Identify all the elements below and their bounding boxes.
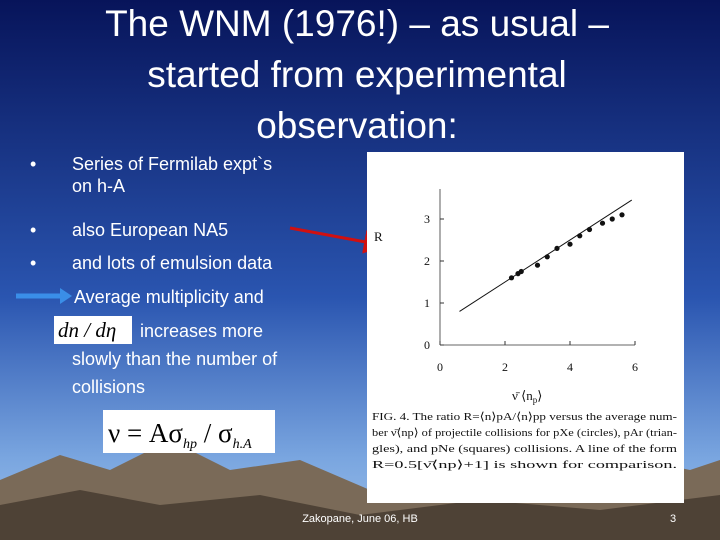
bullet-text: and lots of emulsion data [72,253,273,273]
x-tick-label: 2 [502,360,508,374]
inline-formula: dn / dη [58,318,116,342]
formula-sub: h.A [233,437,253,452]
title-line: The WNM (1976!) – as usual – [105,3,609,44]
data-point [577,233,583,239]
data-point [567,241,573,247]
caption-line: gles), and pNe (squares) collisions. A l… [372,443,678,455]
arrow-item-text: increases more [140,321,263,341]
bullet-text: Series of Fermilab expt`s [72,154,272,174]
formula-part: / σ [197,418,233,448]
figure-plot: R ν̄ ⟨np⟩ 0 2 4 6 0 1 2 3 [374,189,638,405]
data-point [544,254,550,260]
figure [367,152,684,503]
data-point [599,220,606,226]
formula-box [103,410,275,453]
y-tick-label: 1 [424,296,430,310]
x-label-part: ⟩ [537,388,542,403]
page-number: 3 [670,513,676,525]
caption-line: ber ν̄⟨np⟩ of projectile collisions for … [372,427,677,439]
formula-part: ν = Aσ [108,418,183,448]
data-point [609,216,615,222]
data-point [554,245,560,251]
title-line: started from experimental [147,54,567,95]
data-point [518,268,524,275]
footer: Zakopane, June 06, HB [302,513,418,525]
mountains-front [0,490,720,540]
x-tick-label: 4 [567,360,573,374]
arrow-item-text: slowly than the number of [72,349,278,369]
x-label-sub: p [533,395,538,405]
bullet-dot: • [30,220,36,240]
x-tick-label: 6 [632,360,638,374]
inline-formula-box [54,316,132,344]
data-point [586,226,593,233]
bullet-text: also European NA5 [72,220,228,240]
bullet-text: on h-A [72,176,125,196]
x-label-part: ν̄ ⟨n [512,388,533,403]
data-point [508,275,515,281]
bullet-dot: • [30,154,36,174]
data-point [534,262,541,268]
bullets: • Series of Fermilab expt`s on h-A • als… [30,154,273,273]
x-tick-label: 0 [437,360,443,374]
y-tick-label: 3 [424,212,430,226]
formula-sub: hp [183,437,197,452]
title-line: observation: [256,105,458,146]
figure-x-label: ν̄ ⟨np⟩ [512,388,542,405]
pointer-arrow [289,226,388,254]
caption-line: R=0.5[ν̄⟨np⟩+1] is shown for comparison. [372,459,677,471]
formula: ν = Aσhp / σh.A [108,418,252,452]
arrow-bullet-head [60,288,72,304]
data-point [619,212,625,218]
bullet-dot: • [30,253,36,273]
caption-line: FIG. 4. The ratio R=⟨n⟩pA/⟨n⟩pp versus t… [372,411,677,423]
y-tick-label: 2 [424,254,430,268]
figure-caption: FIG. 4. The ratio R=⟨n⟩pA/⟨n⟩pp versus t… [372,411,678,471]
figure-y-label: R [374,229,383,244]
y-tick-label: 0 [424,338,430,352]
arrow-item-text: collisions [72,377,145,397]
arrow-item-text: Average multiplicity and [74,287,264,307]
